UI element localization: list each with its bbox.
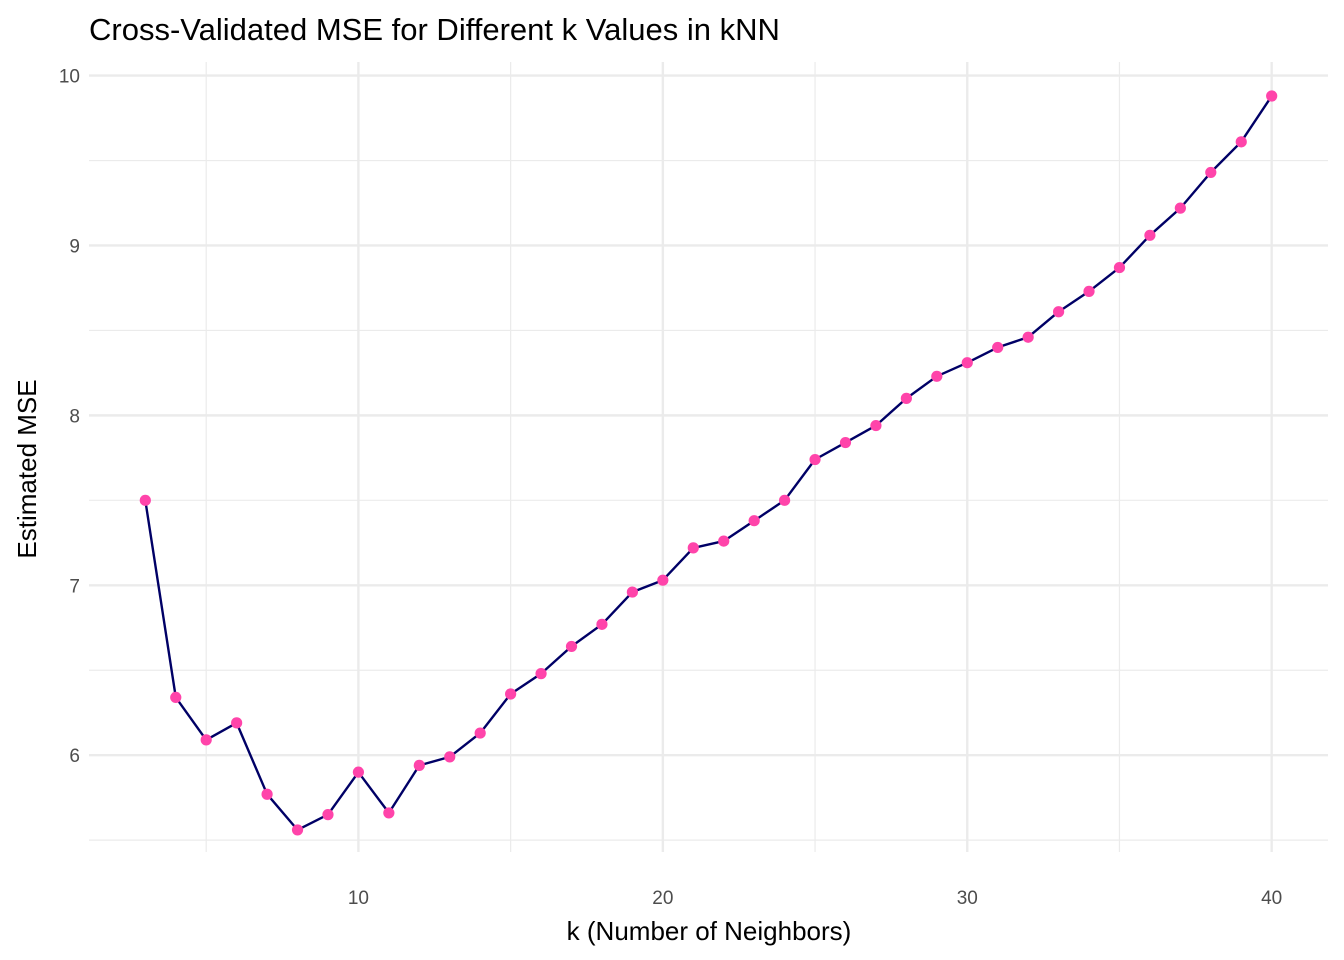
data-point-k10: [352, 766, 365, 778]
data-point-k40: [1266, 90, 1278, 102]
y-tick-label: 6: [69, 746, 80, 767]
data-point-k15: [505, 688, 517, 700]
x-tick-label: 30: [957, 888, 978, 909]
data-point-k12: [413, 759, 425, 771]
data-point-k32: [1022, 331, 1034, 343]
y-tick-label: 7: [69, 576, 80, 597]
series-layer: [139, 90, 1278, 836]
data-point-k6: [231, 717, 243, 729]
data-point-k22: [718, 535, 730, 547]
data-point-k9: [322, 809, 334, 821]
y-axis-title: Estimated MSE: [12, 379, 42, 558]
data-point-k7: [261, 788, 273, 800]
data-point-k20: [657, 574, 669, 586]
y-tick-label: 9: [69, 236, 80, 257]
data-point-k33: [1052, 306, 1065, 318]
data-point-k34: [1083, 285, 1095, 297]
data-point-k17: [565, 640, 578, 653]
data-point-k37: [1174, 202, 1186, 214]
data-point-k31: [992, 341, 1004, 354]
x-axis-title: k (Number of Neighbors): [567, 916, 852, 946]
data-point-k30: [961, 357, 973, 369]
data-point-k21: [687, 542, 699, 554]
chart-title: Cross-Validated MSE for Different k Valu…: [89, 12, 780, 47]
data-point-k19: [626, 586, 638, 598]
data-point-k18: [596, 618, 608, 630]
x-tick-label: 40: [1261, 888, 1282, 909]
x-tick-label: 10: [348, 888, 369, 909]
data-point-k14: [474, 727, 486, 739]
data-point-k28: [900, 392, 912, 404]
y-tick-label: 8: [69, 406, 80, 427]
data-point-k4: [170, 691, 182, 703]
data-point-k5: [200, 734, 212, 746]
axis-tick-labels: 10 20 30 40 6 7 8 9 10: [59, 67, 1282, 909]
series-line: [144, 95, 1273, 832]
data-point-k38: [1205, 166, 1217, 179]
data-point-k26: [839, 436, 852, 449]
data-point-k23: [748, 515, 760, 527]
x-tick-label: 20: [652, 888, 673, 909]
data-point-k25: [809, 453, 821, 466]
data-point-k27: [870, 419, 882, 432]
data-point-k16: [535, 668, 547, 680]
y-tick-label: 10: [59, 67, 80, 88]
data-point-k24: [779, 494, 791, 506]
data-point-k3: [139, 494, 151, 506]
data-point-k13: [444, 751, 456, 763]
grid-lines: [89, 62, 1328, 852]
data-point-k11: [383, 807, 395, 819]
data-point-k29: [931, 370, 943, 382]
data-point-k8: [291, 824, 304, 836]
data-point-k39: [1235, 136, 1247, 148]
data-point-k36: [1144, 229, 1156, 241]
data-point-k35: [1113, 261, 1126, 274]
